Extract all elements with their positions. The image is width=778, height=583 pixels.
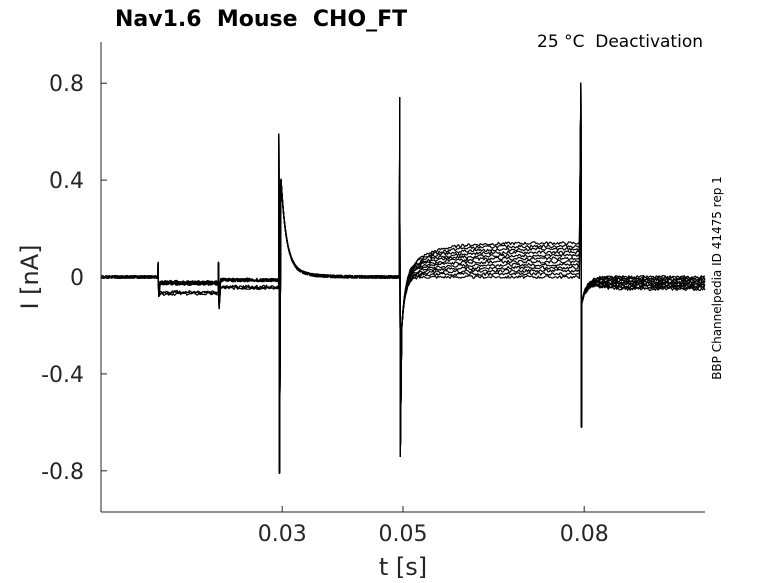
y-tick-label: 0.8 [49,72,84,97]
y-axis-ticks: 0.8 0.4 0 -0.4 -0.8 [41,72,107,485]
chart-title: Nav1.6 Mouse CHO_FT [115,7,407,32]
chart-subtitle: 25 °C Deactivation [537,32,703,52]
x-tick-label: 0.08 [560,522,609,547]
y-tick-label: 0.4 [49,169,84,194]
x-axis-ticks: 0.03 0.05 0.08 [258,506,609,547]
plot-area [100,82,706,474]
channelpedia-id-note: BBP Channelpedia ID 41475 rep 1 [710,176,724,380]
y-axis-label: I [nA] [16,244,44,309]
y-tick-label: 0 [70,266,84,291]
current-trace [100,82,706,474]
x-tick-label: 0.03 [258,522,307,547]
x-tick-label: 0.05 [379,522,428,547]
y-tick-label: -0.8 [41,460,84,485]
x-axis-label: t [s] [379,553,427,581]
current-trace [100,82,706,474]
y-tick-label: -0.4 [41,363,84,388]
